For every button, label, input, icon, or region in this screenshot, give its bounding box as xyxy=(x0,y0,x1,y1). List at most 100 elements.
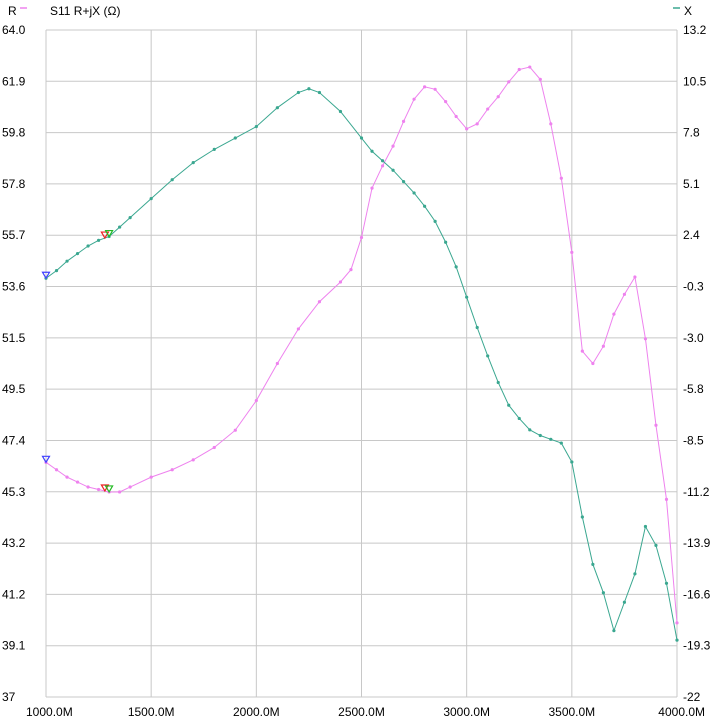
series-r-point xyxy=(86,485,90,489)
series-x-point xyxy=(307,87,311,91)
series-x-point xyxy=(633,572,637,576)
series-r-point xyxy=(475,122,479,126)
series-x-point xyxy=(675,638,679,642)
right-tick-label: -0.3 xyxy=(683,280,704,294)
left-tick-label: 64.0 xyxy=(2,23,26,37)
series-x-point xyxy=(391,168,395,172)
legend: R S11 R+jX (Ω) X xyxy=(8,4,692,18)
series-r-point xyxy=(212,445,216,450)
marker-triangle xyxy=(100,231,110,240)
x-tick-label: 1000.0M xyxy=(26,705,73,719)
series-r-point xyxy=(391,144,395,148)
series-r-point xyxy=(75,480,80,484)
series-r-point xyxy=(601,344,605,348)
left-axis-label: R xyxy=(8,4,17,18)
left-tick-label: 39.1 xyxy=(2,639,26,653)
series-r-point xyxy=(128,485,132,489)
series-r-point xyxy=(317,300,322,304)
series-r-point xyxy=(191,458,195,462)
left-tick-label: 49.5 xyxy=(2,382,26,396)
series-r-point xyxy=(423,85,427,89)
chart-title: S11 R+jX (Ω) xyxy=(50,4,120,18)
series-x-point xyxy=(475,325,479,330)
series-x-point xyxy=(454,265,458,269)
x-tick-label: 4000.0M xyxy=(658,705,705,719)
series-x-point xyxy=(338,109,343,114)
series-x-point xyxy=(96,238,101,242)
series-r-point xyxy=(633,275,637,279)
series-x-point xyxy=(254,125,258,129)
series-x-point xyxy=(65,259,69,263)
right-tick-label: 5.1 xyxy=(683,177,700,191)
series-r-point xyxy=(149,475,153,479)
series-r-point xyxy=(528,65,532,69)
series-r-point xyxy=(412,97,416,101)
series-r-point xyxy=(296,327,300,331)
series-r-point xyxy=(275,361,279,366)
series-x-point xyxy=(275,106,279,110)
series-r-point xyxy=(338,280,343,284)
left-tick-label: 53.6 xyxy=(2,280,26,294)
series-r-point xyxy=(507,80,511,84)
series-r-point xyxy=(549,122,553,126)
series-x-point xyxy=(401,179,406,184)
right-tick-label: 2.4 xyxy=(683,228,700,242)
series-x-point xyxy=(612,629,616,633)
series-x-point xyxy=(170,178,174,182)
series-x-point xyxy=(465,295,469,299)
left-tick-label: 45.3 xyxy=(2,485,26,499)
series-r-point xyxy=(622,292,627,296)
series-r-point xyxy=(496,95,500,99)
series-x-point xyxy=(654,543,658,548)
x-axis-ticks: 1000.0M 1500.0M 2000.0M 2500.0M 3000.0M 3500.… xyxy=(26,705,705,719)
series-x-point xyxy=(496,380,500,385)
right-tick-label: -22 xyxy=(683,690,701,704)
series-x-point xyxy=(601,591,605,595)
series-x-point xyxy=(549,437,553,441)
series-x-point xyxy=(570,460,574,464)
right-axis-ticks: 13.2 10.5 7.8 5.1 2.4 -0.3 -3.0 -5.8 -8.5 -11.2 -1… xyxy=(683,23,711,704)
series-x-point xyxy=(149,197,153,201)
series-x-point xyxy=(486,354,490,358)
series-x-point xyxy=(370,149,374,153)
series-r-point xyxy=(401,119,406,124)
left-tick-label: 51.5 xyxy=(2,331,26,345)
left-tick-label: 57.8 xyxy=(2,177,26,191)
grid xyxy=(45,29,678,698)
series-r-point xyxy=(254,398,258,403)
series-x-point xyxy=(528,428,532,432)
x-tick-label: 2500.0M xyxy=(338,705,385,719)
series-r-point xyxy=(486,107,490,111)
series-x-point xyxy=(75,251,80,256)
series-x-point xyxy=(191,161,195,165)
series-x-point xyxy=(128,215,132,220)
right-tick-label: 7.8 xyxy=(683,126,700,140)
right-tick-label: 10.5 xyxy=(683,74,707,88)
x-tick-label: 2000.0M xyxy=(233,705,280,719)
x-tick-label: 3000.0M xyxy=(443,705,490,719)
series-r-point xyxy=(170,468,174,472)
x-tick-label: 3500.0M xyxy=(548,705,595,719)
right-axis-label: X xyxy=(684,4,692,18)
series-x-point xyxy=(664,581,669,585)
series-x-point xyxy=(317,90,322,95)
left-tick-label: 37 xyxy=(2,690,16,704)
series-r-point xyxy=(664,497,669,501)
left-tick-label: 43.2 xyxy=(2,536,26,550)
right-tick-label: -19.3 xyxy=(683,639,711,653)
series-r-point xyxy=(612,312,616,316)
series-x-point xyxy=(507,403,511,407)
series-x-point xyxy=(54,269,59,273)
marker-triangle xyxy=(104,485,114,494)
series-r-point xyxy=(559,176,563,180)
series-r-point xyxy=(654,423,658,427)
marker-triangle xyxy=(104,229,114,238)
left-tick-label: 47.4 xyxy=(2,433,26,447)
series-r-point xyxy=(675,621,679,625)
series-r-point xyxy=(65,475,69,479)
series-r-point xyxy=(570,250,574,254)
series-x-point xyxy=(86,244,90,248)
right-tick-label: -3.0 xyxy=(683,331,704,345)
series-x-point xyxy=(118,225,122,229)
left-tick-label: 61.9 xyxy=(2,74,26,88)
